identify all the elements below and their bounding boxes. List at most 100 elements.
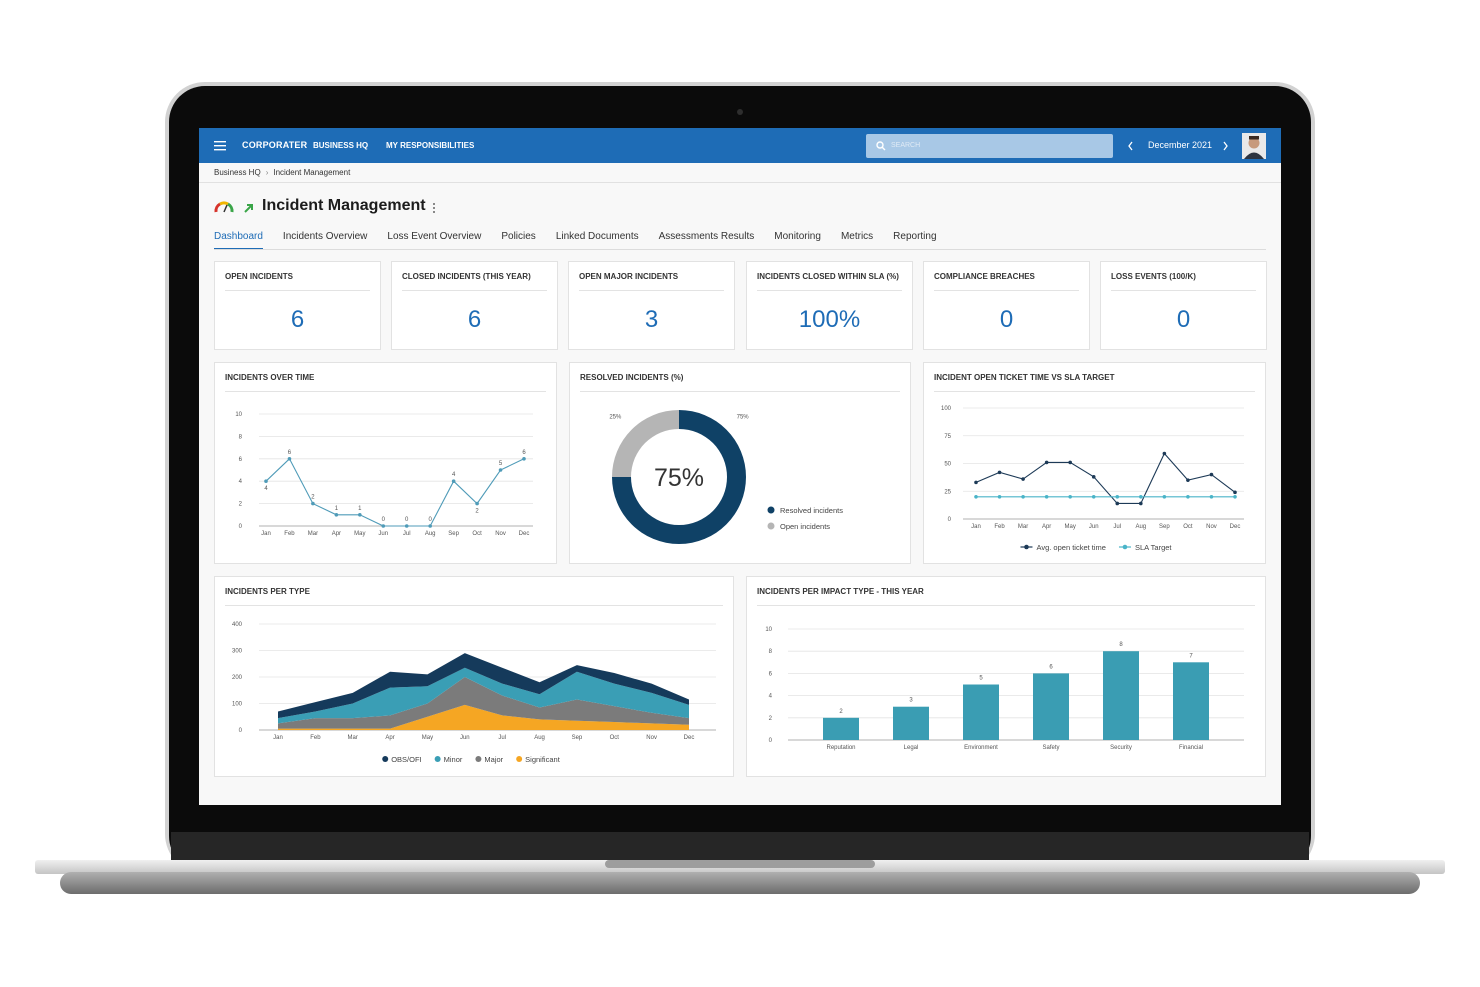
x-tick-label: Nov [646,735,657,741]
x-tick-label: Feb [284,531,295,537]
legend-label: Resolved incidents [780,506,843,515]
point [1068,495,1072,499]
divider [225,290,370,291]
point [1186,495,1190,499]
area [278,704,689,730]
notch [605,860,875,868]
chart-card: INCIDENT OPEN TICKET TIME VS SLA TARGET 0… [923,362,1266,564]
point [1139,501,1143,506]
y-tick-label: 75 [944,434,951,440]
divider [1111,290,1256,291]
tab[interactable]: Loss Event Overview [387,231,482,242]
y-tick-label: 4 [769,694,773,700]
logo[interactable]: CORPORATER [242,140,308,150]
y-tick-label: 8 [769,649,773,655]
status-icons [214,201,253,213]
y-tick-label: 0 [239,728,243,734]
x-tick-label: Sep [448,531,459,537]
tab[interactable]: Monitoring [774,231,821,242]
divider [214,249,1266,250]
point [1186,478,1190,482]
chart-title: INCIDENTS PER TYPE [225,587,310,596]
divider [199,182,1281,183]
chart: 75% Resolved incidents 25% Open incidents 75… [609,410,843,544]
x-tick-label: Safety [1042,745,1059,751]
x-tick-label: Aug [1135,524,1146,530]
tab[interactable]: Reporting [893,231,937,242]
search-box[interactable]: SEARCH [866,134,1113,158]
y-tick-label: 10 [235,412,242,418]
base-bottom [60,872,1420,894]
tab[interactable]: Incidents Overview [282,231,368,242]
legend-swatch [434,756,441,762]
x-tick-label: Jan [971,524,981,530]
y-tick-label: 2 [239,502,243,508]
kpi-value: 0 [1176,306,1191,333]
point [334,513,339,517]
breadcrumb-item[interactable]: Business HQ [214,168,261,177]
tab[interactable]: Policies [501,231,536,242]
tab[interactable]: Assessments Results [658,231,755,242]
tab[interactable]: Dashboard [214,231,263,250]
avatar[interactable] [1242,133,1266,159]
data-label: 1 [335,506,339,512]
point [498,468,503,472]
kpi-title: OPEN INCIDENTS [225,272,294,281]
prev-period[interactable] [1127,141,1135,151]
x-tick-label: Apr [385,735,394,741]
search-icon [876,141,886,151]
point [1044,495,1049,499]
x-tick-label: Security [1110,745,1132,751]
point [1091,475,1096,479]
camera [737,109,743,115]
x-tick-label: Jul [403,531,411,537]
data-label: 1 [358,506,362,512]
kpi-card: INCIDENTS CLOSED WITHIN SLA (%) 100% [746,261,913,350]
y-tick-label: 6 [769,671,773,677]
screen: CORPORATER BUSINESS HQ MY RESPONSIBILITI… [199,128,1281,805]
nav-link[interactable]: MY RESPONSIBILITIES [386,141,475,150]
y-tick-label: 2 [769,716,773,722]
data-label: 2 [475,509,479,515]
next-period[interactable] [1221,141,1229,151]
menu-icon[interactable] [214,140,228,152]
data-label: 5 [979,676,983,682]
x-tick-label: Apr [1042,524,1051,530]
chart: 0 100 200 300 400 Jan Feb Mar Apr May Jun Jul Aug Sep… [232,622,716,764]
x-tick-label: Oct [472,531,482,537]
tab[interactable]: Linked Documents [555,231,639,242]
data-label: 0 [382,517,386,523]
tab[interactable]: Metrics [840,231,874,242]
page-title: Incident Management [262,197,426,214]
point [1209,495,1214,499]
nav-link[interactable]: BUSINESS HQ [313,141,369,150]
breadcrumb: Business HQ › Incident Management [214,168,351,177]
data-label: 75% [737,414,750,420]
data-label: 6 [522,450,526,456]
breadcrumb-item[interactable]: Incident Management [273,168,351,177]
point [451,479,456,483]
more-menu[interactable] [432,202,436,214]
y-tick-label: 200 [232,675,243,681]
x-tick-label: Jun [460,735,470,741]
period[interactable]: December 2021 [1148,140,1213,150]
legend-swatch [767,522,775,530]
point [1021,495,1025,499]
legend-swatch [1024,544,1029,550]
divider [580,391,900,392]
data-label: 4 [264,486,268,492]
divider [402,290,547,291]
data-label: 2 [839,709,843,715]
x-tick-label: May [1065,524,1076,530]
x-tick-label: Feb [994,524,1005,530]
point [381,524,386,528]
x-tick-label: Jan [273,735,283,741]
point [997,470,1002,475]
x-tick-label: Jun [1089,524,1099,530]
chart-title: RESOLVED INCIDENTS (%) [580,373,684,382]
kpi-title: COMPLIANCE BREACHES [934,272,1035,281]
chart-title: INCIDENT OPEN TICKET TIME VS SLA TARGET [934,373,1115,382]
divider [934,290,1079,291]
chart-title: INCIDENTS PER IMPACT TYPE - THIS YEAR [757,587,924,596]
